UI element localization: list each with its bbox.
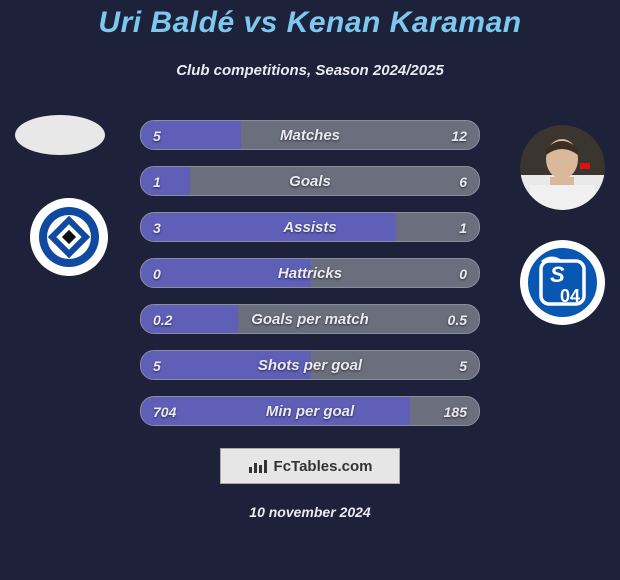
player-right-avatar-svg	[520, 125, 605, 210]
date-line: 10 november 2024	[0, 504, 620, 520]
chart-icon	[248, 458, 268, 474]
stat-value-right: 12	[451, 121, 467, 150]
stat-value-right: 185	[444, 397, 467, 426]
club-right-badge: S 04	[520, 240, 605, 325]
stat-value-right: 0.5	[448, 305, 467, 334]
player-right-avatar	[520, 125, 605, 210]
stat-value-left: 0	[153, 259, 161, 288]
stat-value-right: 1	[459, 213, 467, 242]
stat-value-left: 0.2	[153, 305, 172, 334]
stat-row: Shots per goal5 5	[140, 350, 480, 380]
stat-label: Hattricks	[141, 259, 479, 288]
comparison-card: Uri Baldé vs Kenan Karaman Club competit…	[0, 0, 620, 580]
stats-bars: Matches512Goals16Assists31Hattricks00Goa…	[140, 120, 480, 442]
stat-value-right: 0	[459, 259, 467, 288]
svg-text:04: 04	[560, 286, 580, 306]
stat-label: Min per goal	[141, 397, 479, 426]
stat-row: Min per goal704 185	[140, 396, 480, 426]
stat-label: Goals per match	[141, 305, 479, 334]
club-left-badge	[30, 198, 108, 276]
stat-label: Goals	[141, 167, 479, 196]
stat-value-right: 5	[459, 351, 467, 380]
stat-row: Hattricks0 0	[140, 258, 480, 288]
stat-label: Matches	[141, 121, 479, 150]
stat-row: Goals1 6	[140, 166, 480, 196]
stat-value-left: 5	[153, 121, 161, 150]
stat-label: Shots per goal	[141, 351, 479, 380]
page-title: Uri Baldé vs Kenan Karaman	[0, 6, 620, 40]
stat-value-right: 6	[459, 167, 467, 196]
stat-value-left: 5	[153, 351, 161, 380]
player-left-avatar	[15, 115, 105, 155]
stat-row: Matches5 12	[140, 120, 480, 150]
page-subtitle: Club competitions, Season 2024/2025	[0, 62, 620, 79]
svg-text:S: S	[550, 262, 565, 287]
hsv-badge-icon	[30, 198, 108, 276]
stat-value-left: 1	[153, 167, 161, 196]
stat-value-left: 704	[153, 397, 176, 426]
stat-row: Assists3 1	[140, 212, 480, 242]
watermark: FcTables.com	[220, 448, 400, 484]
stat-row: Goals per match0.2 0.5	[140, 304, 480, 334]
stat-value-left: 3	[153, 213, 161, 242]
schalke-badge-icon: S 04	[520, 240, 605, 325]
watermark-text: FcTables.com	[274, 458, 373, 475]
stat-label: Assists	[141, 213, 479, 242]
